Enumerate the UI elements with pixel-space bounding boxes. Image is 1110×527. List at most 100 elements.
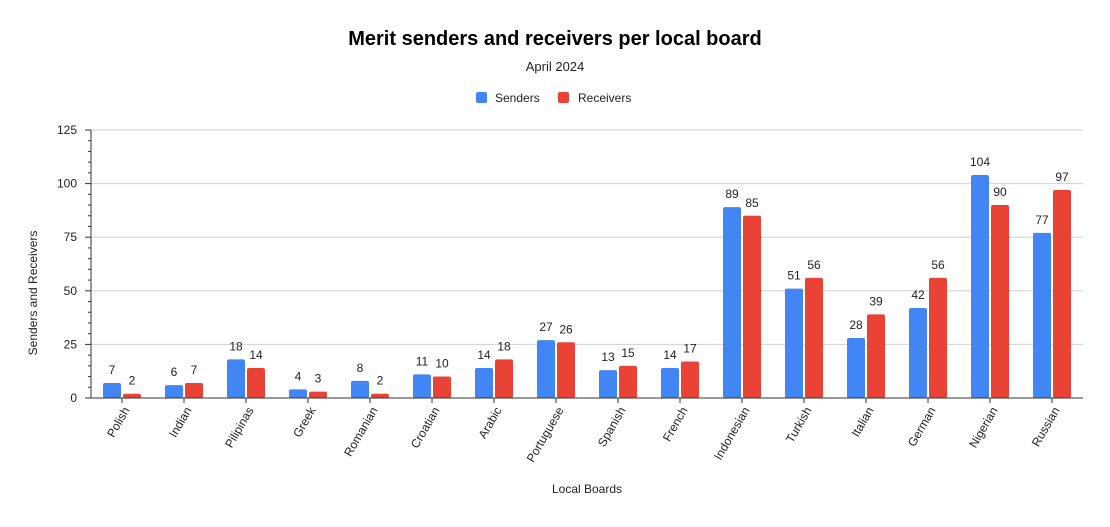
data-label: 11 — [416, 354, 429, 368]
bar-senders-italian — [847, 337, 865, 398]
y-tick-label: 125 — [57, 123, 77, 137]
data-label: 39 — [869, 294, 883, 308]
data-label: 17 — [683, 342, 697, 356]
x-tick-label: Greek — [290, 404, 319, 440]
bar-receivers-pilipinas — [247, 367, 265, 398]
legend-swatch-receivers — [558, 92, 569, 103]
y-tick-label: 50 — [64, 284, 78, 298]
y-tick-label: 0 — [70, 391, 77, 405]
bar-receivers-portuguese — [557, 342, 575, 398]
y-tick-label: 100 — [57, 177, 77, 191]
data-label: 56 — [931, 258, 945, 272]
x-tick-label: Turkish — [783, 405, 815, 446]
x-tick-label: Italian — [848, 405, 876, 440]
bar-receivers-romanian — [371, 393, 389, 398]
data-label: 15 — [621, 346, 635, 360]
bar-senders-russian — [1033, 232, 1051, 398]
data-label: 27 — [539, 320, 553, 334]
bar-receivers-italian — [867, 314, 885, 398]
bar-senders-spanish — [599, 370, 617, 398]
bar-senders-german — [909, 307, 927, 398]
bar-senders-indonesian — [723, 207, 741, 398]
bar-senders-nigerian — [971, 175, 989, 398]
data-label: 26 — [559, 322, 573, 336]
data-label: 104 — [970, 155, 990, 169]
bar-receivers-polish — [123, 393, 141, 398]
data-label: 14 — [477, 348, 491, 362]
bar-receivers-greek — [309, 391, 327, 398]
bar-senders-arabic — [475, 367, 493, 398]
data-label: 56 — [807, 258, 821, 272]
data-label: 2 — [129, 374, 136, 388]
data-label: 14 — [249, 348, 263, 362]
data-label: 8 — [357, 361, 364, 375]
data-label: 89 — [725, 187, 739, 201]
data-label: 85 — [745, 196, 759, 210]
bars — [103, 175, 1071, 398]
data-label: 3 — [315, 372, 322, 386]
data-label: 13 — [601, 350, 615, 364]
x-tick-label: Spanish — [595, 405, 629, 450]
x-tick-label: German — [905, 405, 939, 450]
data-label: 28 — [849, 318, 863, 332]
data-label: 90 — [993, 185, 1007, 199]
bar-receivers-spanish — [619, 365, 637, 398]
data-label: 10 — [435, 357, 449, 371]
y-axis: 0 25 50 75 100 125 — [57, 123, 92, 405]
data-label: 77 — [1035, 213, 1049, 227]
y-tick-label: 75 — [64, 230, 78, 244]
bar-receivers-arabic — [495, 359, 513, 398]
bar-receivers-indian — [185, 382, 203, 398]
x-tick-label: Croatian — [408, 405, 443, 451]
legend-swatch-senders — [476, 92, 487, 103]
chart-title: Merit senders and receivers per local bo… — [348, 28, 762, 50]
x-tick-label: Polish — [104, 405, 132, 440]
legend: Senders Receivers — [476, 91, 631, 105]
data-label: 97 — [1055, 170, 1069, 184]
x-axis: Polish Indian Pilipinas Greek Romanian Croati… — [91, 397, 1083, 465]
bar-senders-croatian — [413, 374, 431, 398]
x-axis-label: Local Boards — [552, 482, 622, 496]
x-tick-label: Nigerian — [966, 405, 1000, 451]
x-tick-label: Indonesian — [711, 405, 752, 463]
data-label: 7 — [109, 363, 116, 377]
bar-receivers-turkish — [805, 277, 823, 398]
data-label: 4 — [295, 369, 302, 383]
chart-subtitle: April 2024 — [526, 59, 585, 74]
bar-receivers-indonesian — [743, 215, 761, 398]
data-label: 42 — [911, 288, 925, 302]
x-tick-label: Russian — [1029, 405, 1063, 450]
bar-senders-pilipinas — [227, 359, 245, 398]
bar-senders-portuguese — [537, 340, 555, 398]
x-tick-label: Arabic — [475, 405, 504, 441]
x-tick-label: French — [660, 405, 691, 444]
x-tick-label: Indian — [166, 405, 194, 440]
x-tick-label: Portuguese — [524, 404, 567, 464]
y-tick-label: 25 — [64, 337, 78, 351]
bar-senders-romanian — [351, 380, 369, 398]
bar-receivers-russian — [1053, 190, 1071, 398]
x-tick-label: Romanian — [341, 405, 380, 459]
bar-senders-french — [661, 367, 679, 398]
data-label: 7 — [191, 363, 198, 377]
data-label: 6 — [171, 365, 178, 379]
x-tick-label: Pilipinas — [222, 405, 256, 451]
data-label: 51 — [787, 269, 801, 283]
bar-receivers-croatian — [433, 376, 451, 398]
data-label: 18 — [229, 339, 243, 353]
bar-senders-polish — [103, 382, 121, 398]
legend-label-receivers: Receivers — [578, 91, 631, 105]
bar-receivers-german — [929, 277, 947, 398]
bar-receivers-nigerian — [991, 205, 1009, 398]
bar-senders-indian — [165, 385, 183, 398]
y-axis-label: Senders and Receivers — [26, 231, 40, 356]
bar-senders-turkish — [785, 288, 803, 398]
bar-receivers-french — [681, 361, 699, 398]
data-label: 18 — [497, 339, 511, 353]
bar-senders-greek — [289, 389, 307, 398]
legend-label-senders: Senders — [495, 91, 540, 105]
data-label: 14 — [663, 348, 677, 362]
